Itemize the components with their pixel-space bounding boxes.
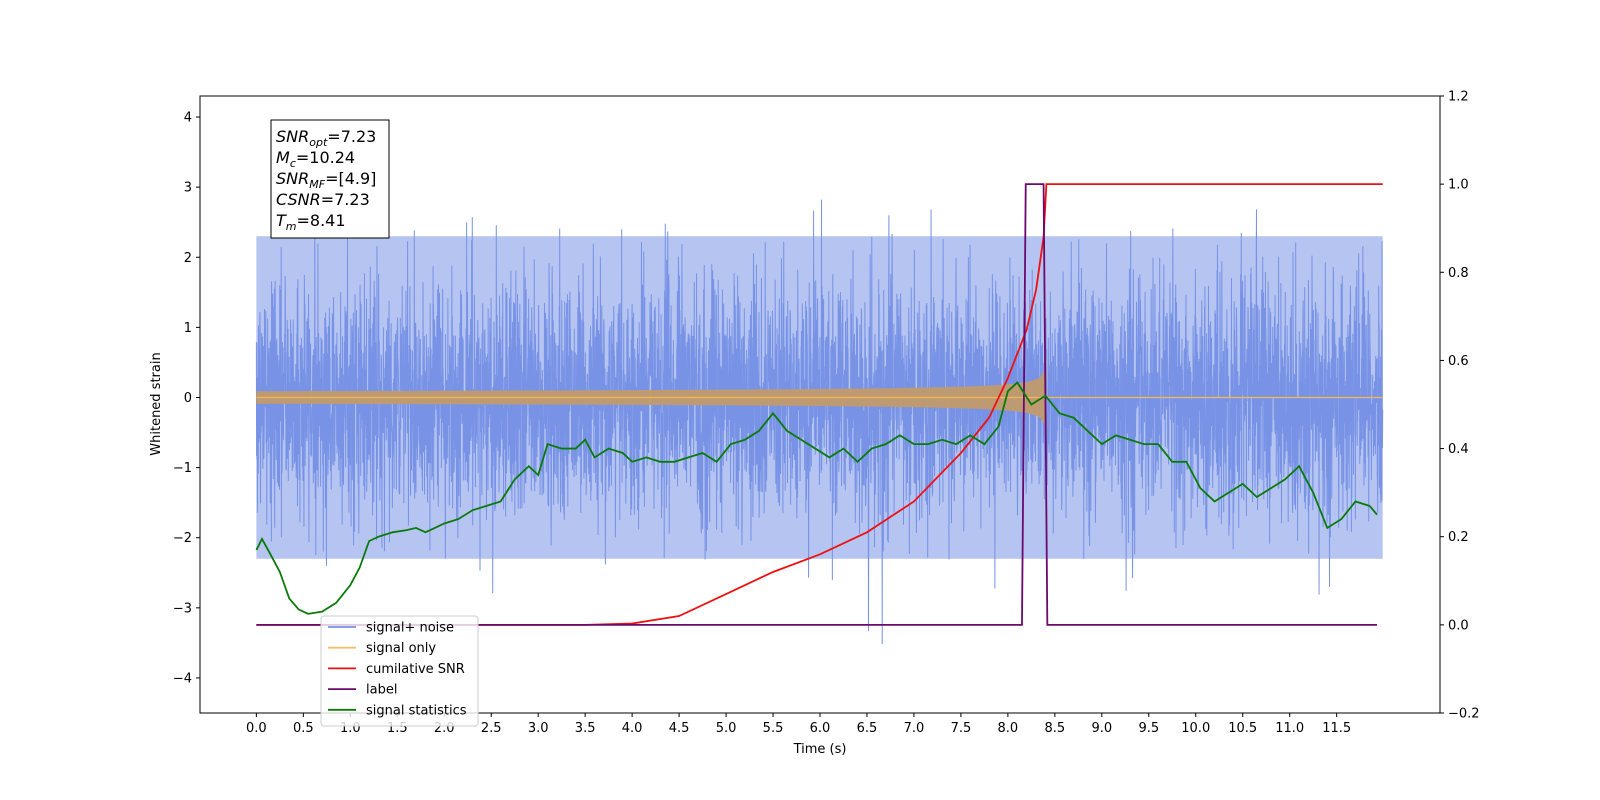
legend-label: label [366, 683, 397, 698]
label-line [256, 183, 1378, 626]
x-tick-label: 0.0 [246, 721, 267, 736]
y-tick-label: −3 [173, 601, 192, 616]
x-tick-label: 11.5 [1322, 721, 1351, 736]
x-tick-label: 8.0 [998, 721, 1019, 736]
y-tick-label: 3 [184, 181, 192, 196]
y2-tick-label: 0.2 [1448, 530, 1469, 545]
x-tick-label: 8.5 [1045, 721, 1066, 736]
legend-label: signal statistics [366, 703, 467, 718]
x-tick-label: 3.0 [528, 721, 549, 736]
cumilative-snr-line [256, 183, 1383, 626]
y-tick-label: 4 [184, 111, 192, 126]
right-axis-series [255, 183, 1383, 626]
x-tick-label: 5.0 [716, 721, 737, 736]
info-line: Mc=10.24 [276, 148, 355, 170]
x-tick-label: 9.5 [1138, 721, 1159, 736]
x-tick-label: 2.5 [481, 721, 502, 736]
legend-label: cumilative SNR [366, 662, 465, 677]
x-tick-label: 7.5 [951, 721, 972, 736]
signal-statistics-line [255, 381, 1378, 615]
signal-only-series [256, 356, 1383, 439]
y2-tick-label: 1.0 [1448, 178, 1469, 193]
axes: 0.0 0.5 1.0 1.5 2.0 2.5 3.0 3.5 4.0 4.5 5.0 5.5 6.0 6… [173, 90, 1480, 737]
x-tick-label: 7.0 [904, 721, 925, 736]
x-tick-label: 6.5 [857, 721, 878, 736]
x-tick-label: 0.5 [293, 721, 314, 736]
x-tick-label: 5.5 [763, 721, 784, 736]
legend-label: signal+ noise [366, 621, 454, 636]
y-tick-label: 2 [184, 251, 192, 266]
x-axis-label: Time (s) [793, 742, 847, 757]
info-line: Tm=8.41 [276, 211, 346, 233]
info-box-frame [270, 119, 390, 239]
y2-tick-label: 0.8 [1448, 266, 1469, 281]
y2-tick-label: 1.2 [1448, 90, 1469, 105]
x-tick-label: 3.5 [575, 721, 596, 736]
info-line: SNRopt=7.23 [276, 127, 376, 149]
info-line: CSNR=7.23 [276, 190, 370, 209]
y2-tick-label: −0.2 [1448, 707, 1480, 722]
y2-tick-label: 0.0 [1448, 618, 1469, 633]
y2-tick-label: 0.4 [1448, 442, 1469, 457]
x-tick-label: 4.5 [669, 721, 690, 736]
x-tick-label: 9.0 [1091, 721, 1112, 736]
y-tick-label: −1 [173, 461, 192, 476]
x-tick-label: 10.5 [1228, 721, 1257, 736]
info-line: SNRMF=[4.9] [276, 169, 376, 191]
x-tick-label: 10.0 [1181, 721, 1210, 736]
legend-frame [320, 615, 479, 727]
y-axis-label: Whitened strain [149, 352, 164, 455]
x-tick-label: 11.0 [1275, 721, 1304, 736]
x-tick-label: 6.0 [810, 721, 831, 736]
y-tick-label: 1 [184, 321, 192, 336]
legend: signal+ noise signal only cumilative SNR la… [320, 615, 479, 727]
signal-noise-line [255, 199, 1384, 645]
y-tick-label: −4 [173, 671, 192, 686]
legend-label: signal only [366, 641, 436, 656]
y-tick-label: −2 [173, 531, 192, 546]
x-tick-label: 4.0 [622, 721, 643, 736]
y-tick-label: 0 [184, 391, 192, 406]
y2-tick-label: 0.6 [1448, 354, 1469, 369]
